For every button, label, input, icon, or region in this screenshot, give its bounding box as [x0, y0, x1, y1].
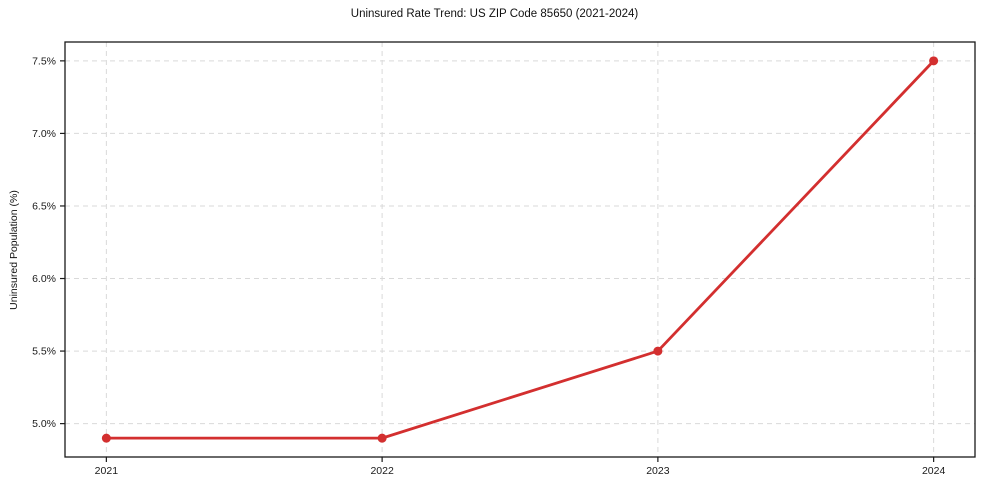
y-tick-label: 6.0%	[32, 273, 56, 285]
data-point-2022	[377, 433, 387, 443]
y-axis-label: Uninsured Population (%)	[8, 190, 20, 310]
data-point-2024	[929, 56, 939, 66]
axis-frame	[64, 41, 976, 458]
y-tick-label: 5.0%	[32, 418, 56, 430]
x-tick-label: 2022	[370, 465, 394, 477]
data-point-2021	[101, 433, 111, 443]
x-tick-label: 2024	[922, 465, 946, 477]
chart-title: Uninsured Rate Trend: US ZIP Code 85650 …	[350, 8, 639, 20]
y-tick-label: 5.5%	[32, 346, 56, 358]
y-tick-label: 7.5%	[32, 55, 56, 67]
y-tick-label: 7.0%	[32, 128, 56, 140]
trend-line	[104, 59, 936, 440]
y-tick-label: 6.5%	[32, 200, 56, 212]
x-tick-label: 2021	[95, 465, 119, 477]
x-tick-label: 2023	[646, 465, 670, 477]
data-point-2023	[653, 346, 663, 356]
